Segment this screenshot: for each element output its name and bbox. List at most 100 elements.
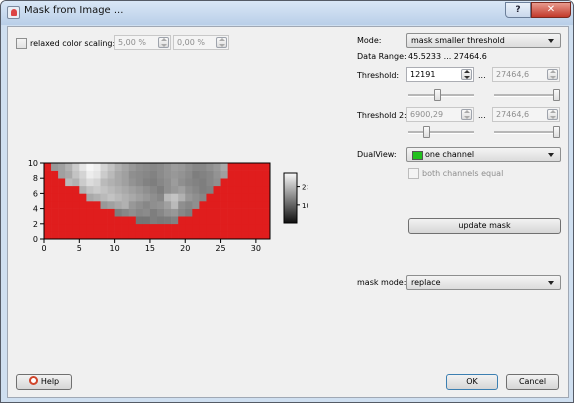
- heatmap-cell: [220, 223, 228, 232]
- heatmap-cell: [58, 178, 66, 187]
- heatmap-cell: [185, 208, 193, 217]
- threshold-slider[interactable]: [408, 89, 474, 101]
- update-mask-label: update mask: [458, 221, 511, 230]
- heatmap-cell: [100, 193, 108, 202]
- heatmap-cell: [206, 231, 214, 240]
- threshold2-max-slider-handle[interactable]: [553, 126, 560, 138]
- image-plot[interactable]: 0 5 10 15 20 25 30 0 2 4 6 8 10 2×10⁴ 10⁴: [8, 27, 308, 287]
- heatmap-cell: [220, 185, 228, 194]
- heatmap-cell: [121, 231, 130, 240]
- heatmap-cell: [107, 170, 115, 179]
- dualview-dropdown[interactable]: one channel: [406, 147, 561, 162]
- heatmap-cell: [157, 178, 165, 187]
- heatmap-cell: [93, 208, 101, 217]
- relaxed-color-scaling-checkbox[interactable]: [16, 38, 27, 49]
- heatmap-cell: [51, 208, 59, 217]
- heatmap-cell: [227, 193, 235, 202]
- threshold2-max-spinbox[interactable]: 27464,6: [492, 107, 560, 122]
- data-range-value: 45.5233 ... 27464.6: [408, 52, 487, 61]
- threshold-max-slider-handle[interactable]: [553, 89, 560, 101]
- update-mask-button[interactable]: update mask: [408, 218, 561, 234]
- heatmap-cell: [185, 216, 193, 225]
- threshold-spinbox[interactable]: 12191: [406, 67, 474, 82]
- heatmap-cell: [206, 208, 214, 217]
- heatmap-cell: [128, 231, 137, 240]
- ok-button[interactable]: OK: [446, 374, 498, 390]
- threshold2-spin-arrows[interactable]: [461, 109, 472, 120]
- heatmap-cell: [213, 163, 221, 171]
- heatmap-cell: [262, 201, 271, 209]
- heatmap-cell: [79, 201, 87, 209]
- threshold2-spinbox[interactable]: 6900,29: [406, 107, 474, 122]
- heatmap-cell: [234, 178, 243, 187]
- mode-dropdown[interactable]: mask smaller threshold: [406, 33, 561, 48]
- heatmap-cell: [93, 223, 101, 232]
- title-help-button[interactable]: ?: [505, 2, 531, 18]
- heatmap-cell: [128, 163, 137, 171]
- heatmap-cell: [107, 216, 115, 225]
- heatmap-cell: [227, 178, 235, 187]
- title-close-button[interactable]: ✕: [531, 2, 571, 18]
- heatmap-cell: [185, 231, 193, 240]
- relaxed-min-spin-arrows[interactable]: [158, 37, 169, 48]
- heatmap-cell: [248, 231, 257, 240]
- threshold-max-spin-arrows[interactable]: [547, 69, 558, 80]
- title-bar[interactable]: Mask from Image ... ? ✕: [1, 1, 573, 25]
- heatmap-cell: [157, 193, 165, 202]
- relaxed-min-spinbox[interactable]: 5,00 %: [114, 35, 171, 50]
- heatmap-cell: [86, 223, 94, 232]
- heatmap-cell: [192, 201, 200, 209]
- both-channels-equal-checkbox[interactable]: [408, 168, 419, 179]
- heatmap-cell: [206, 223, 214, 232]
- y-tick-label: 6: [33, 189, 38, 198]
- threshold-spin-arrows[interactable]: [461, 69, 472, 80]
- heatmap-cell: [171, 216, 179, 225]
- heatmap-cell: [255, 216, 264, 225]
- heatmap-cell: [114, 193, 122, 202]
- heatmap-cell: [227, 170, 235, 179]
- heatmap-cell: [262, 208, 271, 217]
- heatmap-cell: [135, 185, 144, 194]
- mask-mode-dropdown[interactable]: replace: [406, 275, 561, 290]
- heatmap-cell: [100, 170, 108, 179]
- heatmap-cell: [164, 193, 172, 202]
- threshold2-slider-handle[interactable]: [423, 126, 430, 138]
- heatmap-cell: [248, 170, 257, 179]
- heatmap-cell: [93, 170, 101, 179]
- heatmap-cell: [255, 193, 264, 202]
- heatmap-cell: [220, 231, 228, 240]
- heatmap-cell: [262, 223, 271, 232]
- heatmap-cell: [241, 201, 250, 209]
- help-button[interactable]: Help: [16, 374, 72, 390]
- heatmap-cell: [58, 201, 66, 209]
- heatmap-cell: [135, 163, 144, 171]
- heatmap-cell: [213, 231, 221, 240]
- heatmap-cell: [142, 216, 151, 225]
- heatmap-cell: [185, 223, 193, 232]
- threshold-max-spinbox[interactable]: 27464,6: [492, 67, 560, 82]
- heatmap-cell: [142, 193, 151, 202]
- heatmap-cell: [79, 223, 87, 232]
- heatmap-cell: [121, 170, 130, 179]
- cancel-button[interactable]: Cancel: [506, 374, 559, 390]
- heatmap-cell: [142, 231, 151, 240]
- heatmap-cell: [220, 170, 228, 179]
- threshold2-max-spin-arrows[interactable]: [547, 109, 558, 120]
- heatmap-cell: [58, 163, 66, 171]
- relaxed-max-spinbox[interactable]: 0,00 %: [173, 35, 229, 50]
- threshold-max-slider[interactable]: [494, 89, 560, 101]
- heatmap-cell: [248, 201, 257, 209]
- chevron-down-icon: [548, 281, 554, 285]
- heatmap-cell: [255, 163, 264, 171]
- heatmap-cell: [107, 185, 115, 194]
- heatmap-cell: [157, 170, 165, 179]
- heatmap-cell: [79, 216, 87, 225]
- threshold2-max-slider-groove: [494, 131, 560, 134]
- relaxed-max-spin-arrows[interactable]: [216, 37, 227, 48]
- threshold-slider-handle[interactable]: [434, 89, 441, 101]
- heatmap-cell: [135, 216, 144, 225]
- threshold2-slider[interactable]: [408, 126, 474, 138]
- heatmap-cell: [241, 223, 250, 232]
- threshold2-max-slider[interactable]: [494, 126, 560, 138]
- heatmap-cell: [51, 178, 59, 187]
